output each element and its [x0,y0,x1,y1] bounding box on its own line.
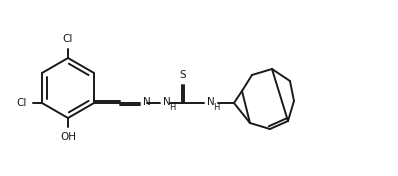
Text: S: S [179,70,186,80]
Text: N: N [163,97,171,107]
Text: OH: OH [60,132,76,142]
Text: Cl: Cl [17,98,27,108]
Text: Cl: Cl [63,34,73,44]
Text: H: H [169,102,176,112]
Text: H: H [213,102,219,112]
Text: N: N [207,97,215,107]
Text: N: N [143,97,151,107]
